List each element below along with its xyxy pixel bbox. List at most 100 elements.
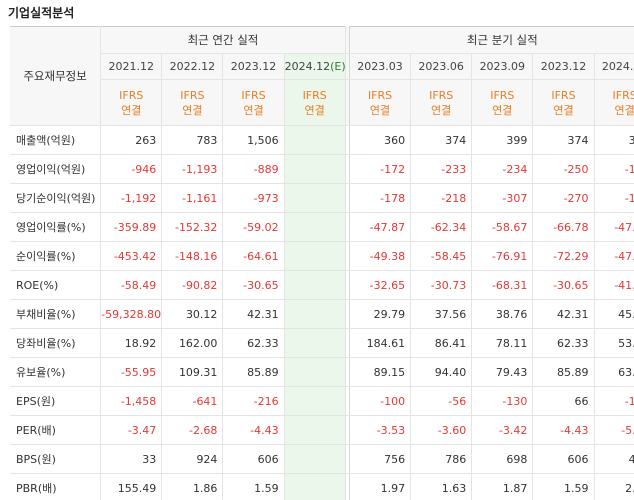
value-cell-annual: 155.49 [100,473,163,500]
value-cell-annual [284,154,346,184]
accounting-standard-basis: IFRS [551,88,576,102]
column-gap [345,328,350,358]
period-header-annual: 2022.12 [161,53,224,80]
value-cell-quarter: -3.53 [349,415,412,445]
value-cell-annual: -148.16 [161,241,224,271]
value-cell-quarter: 1.97 [349,473,412,500]
table-row: PER(배) -3.47 -2.68 -4.43 -3.53 -3.60 -3.42 -4.4… [10,415,634,445]
value-cell-annual [284,357,346,387]
value-cell-quarter: -5.92 [594,415,634,445]
column-gap [345,26,350,54]
value-cell-quarter: -3.42 [471,415,534,445]
value-cell-annual: 62.33 [222,328,285,358]
value-cell-quarter: -172 [349,154,412,184]
period-header-quarter: 2024.03 [594,53,634,80]
value-cell-quarter: -233 [410,154,473,184]
period-header-quarter: 2023.09 [471,53,534,80]
row-label: 영업이익률(%) [10,212,102,242]
accounting-standard-scope: 연결 [369,103,391,117]
value-cell-quarter: 45.44 [594,299,634,329]
value-cell-annual: 42.31 [222,299,285,329]
value-cell-quarter: -56 [410,386,473,416]
value-cell-annual: -59.02 [222,212,285,242]
value-cell-quarter: 698 [471,444,534,474]
column-gap [345,415,350,445]
value-cell-annual: -453.42 [100,241,163,271]
value-cell-annual: -359.89 [100,212,163,242]
value-cell-annual: -1,193 [161,154,224,184]
value-cell-quarter: -68.31 [471,270,534,300]
value-cell-quarter: 94.40 [410,357,473,387]
value-cell-quarter: -250 [532,154,595,184]
value-cell-annual: -641 [161,386,224,416]
accounting-standard-scope: 연결 [243,103,264,117]
value-cell-quarter: 470 [594,444,634,474]
period-header-quarter: 2023.12 [532,53,595,80]
period-header-quarter: 2023.06 [410,53,473,80]
value-cell-annual [284,270,346,300]
value-cell-quarter: -62.34 [410,212,473,242]
value-cell-quarter: 399 [471,125,534,155]
row-label: 순이익률(%) [10,241,102,271]
financial-summary-table: 주요재무정보 최근 연간 실적 최근 분기 실적 2021.12 2022.12 2023… [10,26,634,500]
value-cell-quarter: -30.65 [532,270,595,300]
value-cell-annual: 263 [100,125,163,155]
table-row: 영업이익(억원)-946-1,193-889 -172-233-234-250-1… [10,154,634,184]
value-cell-quarter: 53.16 [594,328,634,358]
row-label: ROE(%) [10,270,102,300]
table-row: 당좌비율(%) 18.92 162.00 62.33 184.61 86.41 78.11 6… [10,328,634,358]
value-cell-quarter: 2.92 [594,473,634,500]
accounting-standard-scope: 연결 [553,103,574,117]
column-gap [345,125,350,155]
column-gap [345,53,350,80]
value-cell-annual [284,473,346,500]
value-cell-annual: 783 [161,125,224,155]
period-header-quarter: 2023.03 [349,53,412,80]
accounting-standard-scope: 연결 [431,103,452,117]
value-cell-annual: 85.89 [222,357,285,387]
value-cell-annual: -2.68 [161,415,224,445]
value-cell-annual [284,241,346,271]
group-header-annual: 최근 연간 실적 [100,26,346,54]
table-row: 유보율(%) -55.95 109.31 85.89 89.15 94.40 79.43 85… [10,357,634,387]
value-cell-quarter: 1.63 [410,473,473,500]
value-cell-quarter: 1.59 [532,473,595,500]
value-cell-quarter: 89.15 [349,357,412,387]
value-cell-quarter: 184.61 [349,328,412,358]
accounting-standard-basis: IFRS [367,88,393,102]
period-header-annual: 2023.12 [222,53,285,80]
value-cell-annual: -90.82 [161,270,224,300]
page-title: 기업실적분석 [8,6,75,20]
accounting-standard-basis: IFRS [490,88,515,102]
value-cell-annual [284,415,346,445]
value-cell-annual: 606 [222,444,285,474]
value-cell-quarter: 62.33 [532,328,595,358]
row-label: 유보율(%) [10,357,102,387]
period-header-annual: 2024.12(E) [284,53,346,80]
row-label: 부채비율(%) [10,299,102,329]
value-cell-annual: 162.00 [161,328,224,358]
period-label: 2021.12 [108,60,154,73]
value-cell-quarter: -4.43 [532,415,595,445]
value-cell-annual [284,386,346,416]
value-cell-quarter: -76.91 [471,241,534,271]
column-gap [345,473,350,500]
value-cell-quarter: -178 [349,183,412,213]
value-cell-quarter: 756 [349,444,412,474]
column-gap [345,212,350,242]
accounting-standard-scope: 연결 [492,103,513,117]
value-cell-annual [284,212,346,242]
row-label: PBR(배) [10,473,102,500]
value-cell-quarter: 79.43 [471,357,534,387]
row-label: 영업이익(억원) [10,154,102,184]
value-cell-quarter: -3.60 [410,415,473,445]
accounting-standard-scope: 연결 [304,103,325,117]
period-header-annual: 2021.12 [100,53,163,80]
table-row: 영업이익률(%) -359.89 -152.32 -59.02 -47.87 -62.34… [10,212,634,242]
period-label: 2023.12 [230,60,277,73]
